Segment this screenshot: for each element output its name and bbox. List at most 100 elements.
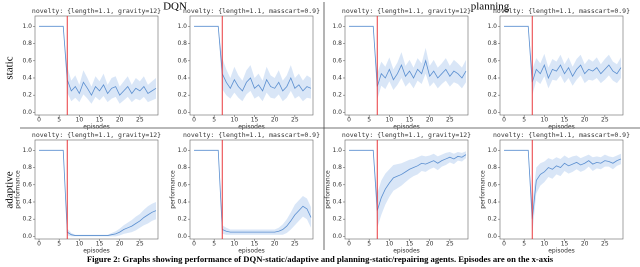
x-tick-label: 25 <box>601 241 609 248</box>
y-tick-label: 0.2 <box>22 92 32 99</box>
x-tick-label: 0 <box>347 241 351 248</box>
x-tick-label: 0 <box>347 117 351 124</box>
y-tick-label: 0.8 <box>332 164 342 171</box>
y-axis-label: performance <box>480 170 487 209</box>
y-tick-label: 0.2 <box>332 216 342 223</box>
y-tick-label: 0.2 <box>332 92 342 99</box>
x-tick-label: 25 <box>446 241 454 248</box>
y-tick-label: 1.0 <box>332 147 342 154</box>
y-tick-label: 0.0 <box>22 233 32 240</box>
y-tick-label: 0.0 <box>487 109 497 116</box>
x-tick-label: 5 <box>212 241 216 248</box>
panel-title: novelty: {length=1.1, gravity=12} <box>32 131 161 139</box>
y-tick-label: 0.8 <box>177 40 187 47</box>
y-axis-label: performance <box>170 170 177 209</box>
y-tick-label: 0.2 <box>22 216 32 223</box>
y-tick-label: 0.2 <box>177 92 187 99</box>
plot-frame <box>499 15 624 116</box>
x-tick-label: 5 <box>57 117 61 124</box>
plot-frame <box>344 15 469 116</box>
error-band <box>349 26 466 100</box>
y-tick-label: 0.8 <box>487 164 497 171</box>
y-axis-label: performance <box>325 170 332 209</box>
x-tick-label: 0 <box>37 241 41 248</box>
y-tick-label: 1.0 <box>22 147 32 154</box>
plot-frame <box>189 139 314 240</box>
row-label: static <box>4 56 16 79</box>
column-header: planning <box>471 1 510 13</box>
x-axis-label: episodes <box>393 124 420 131</box>
panel-title: novelty: {length=1.1, masscart=0.9} <box>493 7 630 15</box>
error-band <box>504 150 621 235</box>
x-tick-label: 25 <box>136 117 144 124</box>
y-tick-label: 0.6 <box>177 57 187 64</box>
x-tick-label: 5 <box>367 117 371 124</box>
x-tick-label: 20 <box>116 241 124 248</box>
error-band <box>194 26 311 102</box>
x-tick-label: 5 <box>367 241 371 248</box>
series-line <box>504 149 622 220</box>
x-tick-label: 15 <box>406 117 414 124</box>
plot-frame <box>34 139 159 240</box>
y-tick-label: 1.0 <box>177 147 187 154</box>
x-tick-label: 20 <box>116 117 124 124</box>
row-label: adaptive <box>4 171 16 208</box>
x-tick-label: 15 <box>96 117 104 124</box>
x-tick-label: 5 <box>522 117 526 124</box>
y-tick-label: 0.4 <box>332 198 342 205</box>
x-tick-label: 15 <box>561 117 569 124</box>
x-axis-label: episodes <box>548 124 575 131</box>
x-axis-label: episodes <box>83 248 110 255</box>
x-tick-label: 0 <box>502 241 506 248</box>
x-tick-label: 0 <box>192 117 196 124</box>
y-tick-label: 0.4 <box>177 198 187 205</box>
plot-frame <box>189 15 314 116</box>
x-tick-label: 10 <box>76 117 84 124</box>
y-tick-label: 1.0 <box>177 23 187 30</box>
y-tick-label: 0.4 <box>22 74 32 81</box>
series-line <box>194 149 312 233</box>
y-tick-label: 0.8 <box>487 40 497 47</box>
panel-title: novelty: {length=1.1, gravity=12} <box>342 7 471 15</box>
series-line <box>39 25 157 97</box>
y-tick-label: 0.6 <box>22 57 32 64</box>
y-tick-label: 0.0 <box>332 109 342 116</box>
y-tick-label: 0.8 <box>22 164 32 171</box>
y-tick-label: 0.0 <box>332 233 342 240</box>
x-axis-label: episodes <box>238 124 265 131</box>
y-tick-label: 0.4 <box>487 74 497 81</box>
x-tick-label: 10 <box>541 117 549 124</box>
column-header: DQN <box>163 1 187 13</box>
x-axis-label: episodes <box>393 248 420 255</box>
x-tick-label: 15 <box>406 241 414 248</box>
x-tick-label: 10 <box>231 241 239 248</box>
y-tick-label: 0.4 <box>22 198 32 205</box>
y-tick-label: 0.2 <box>177 216 187 223</box>
y-tick-label: 0.8 <box>332 40 342 47</box>
x-tick-label: 20 <box>426 241 434 248</box>
x-axis-label: episodes <box>548 248 575 255</box>
x-axis-label: episodes <box>83 124 110 131</box>
y-tick-label: 1.0 <box>487 147 497 154</box>
y-tick-label: 0.8 <box>177 164 187 171</box>
x-tick-label: 5 <box>57 241 61 248</box>
x-tick-label: 20 <box>271 117 279 124</box>
panel-title: novelty: {length=1.1, masscart=0.9} <box>183 131 320 139</box>
y-tick-label: 0.6 <box>177 181 187 188</box>
panel-title: novelty: {length=1.1, gravity=12} <box>342 131 471 139</box>
x-tick-label: 0 <box>192 241 196 248</box>
x-tick-label: 20 <box>271 241 279 248</box>
x-tick-label: 20 <box>581 117 589 124</box>
x-tick-label: 25 <box>291 241 299 248</box>
x-tick-label: 10 <box>231 117 239 124</box>
x-tick-label: 0 <box>502 117 506 124</box>
x-tick-label: 15 <box>251 241 259 248</box>
error-band <box>39 26 156 104</box>
x-tick-label: 0 <box>37 117 41 124</box>
plot-frame <box>499 139 624 240</box>
y-tick-label: 0.0 <box>177 233 187 240</box>
x-tick-label: 10 <box>541 241 549 248</box>
x-tick-label: 25 <box>601 117 609 124</box>
y-tick-label: 0.0 <box>177 109 187 116</box>
y-axis-label: performance <box>15 170 22 209</box>
